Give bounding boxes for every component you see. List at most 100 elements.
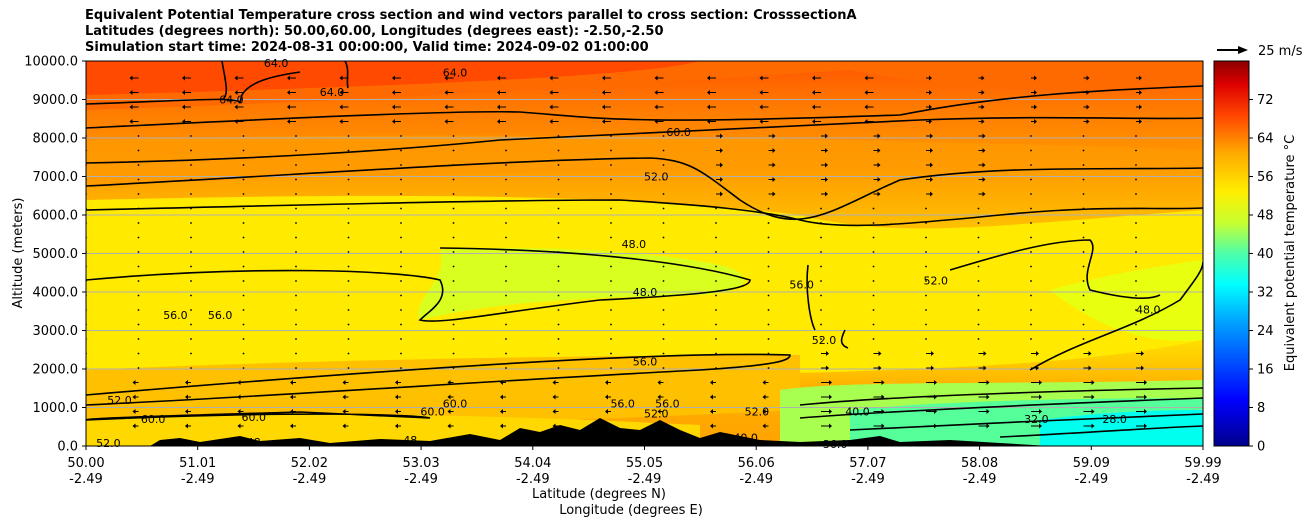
wind-vector-dot [242, 294, 245, 297]
wind-vector-dot [820, 265, 822, 268]
wind-vector-dot [872, 251, 875, 253]
wind-vector-head [986, 394, 990, 400]
wind-vector-head [930, 177, 933, 182]
wind-vector-dot [767, 207, 770, 210]
wind-vector-dot [190, 280, 192, 282]
wind-vector-head [395, 380, 398, 385]
wind-vector-dot [767, 367, 770, 369]
wind-vector-dot [977, 251, 980, 253]
wind-vector-head [981, 75, 985, 81]
wind-vector-dot [820, 338, 822, 340]
wind-vector-head [1039, 409, 1042, 414]
wind-vector-head [759, 75, 763, 81]
wind-vector-dot [662, 135, 665, 137]
wind-vector-dot [452, 193, 455, 195]
wind-vector-dot [190, 135, 192, 137]
wind-vector-head [762, 409, 766, 414]
wind-vector-dot [715, 323, 717, 326]
wind-vector-head [710, 409, 713, 414]
wind-vector-head [1091, 380, 1095, 385]
wind-vector-dot [452, 251, 455, 253]
wind-vector-dot [295, 323, 297, 326]
wind-vector-dot [872, 236, 875, 239]
wind-vector-head [444, 104, 448, 110]
wind-vector-dot [872, 294, 875, 297]
wind-vector-head [80, 409, 83, 414]
y-tick-label: 10000.0 [24, 55, 78, 70]
wind-vector-head [762, 394, 766, 400]
wind-vector-head [77, 119, 80, 124]
wind-vector-head [342, 423, 346, 429]
wind-vector-dot [767, 222, 770, 224]
wind-vector-dot [1082, 323, 1085, 326]
wind-vector-dot [715, 280, 717, 282]
wind-vector-head [392, 90, 395, 95]
wind-vector-head [447, 394, 451, 400]
wind-vector-head [931, 351, 934, 356]
wind-vector-dot [925, 309, 927, 311]
wind-vector-head [80, 424, 83, 429]
wind-vector-dot [715, 222, 717, 224]
y-axis-label: Altitude (meters) [11, 198, 26, 309]
wind-vector-head [342, 394, 346, 400]
wind-vector-dot [610, 149, 612, 152]
wind-vector-dot [610, 338, 612, 340]
contour-label: 60.0 [420, 405, 445, 418]
wind-vector-dot [400, 367, 402, 369]
wind-vector-head [825, 133, 828, 139]
wind-vector-head [185, 409, 188, 414]
wind-vectors [77, 75, 1147, 429]
wind-vector-dot [190, 338, 192, 340]
wind-vector-head [657, 409, 661, 414]
wind-vector-head [657, 394, 661, 400]
wind-vector-head [549, 90, 553, 95]
wind-vector-head [710, 394, 713, 400]
wind-vector-dot [347, 280, 350, 282]
wind-vector-head [549, 104, 553, 110]
wind-vector-head [1091, 409, 1095, 414]
wind-vector-head [1144, 380, 1147, 385]
wind-vector-dot [505, 164, 507, 166]
wind-vector-head [444, 75, 448, 81]
wind-vector-head [877, 133, 881, 139]
wind-vector-head [392, 104, 395, 110]
wind-vector-dot [977, 323, 980, 326]
wind-vector-head [762, 423, 766, 429]
wind-vector-dot [610, 251, 612, 253]
colorbar-tick-label: 0 [1257, 440, 1265, 455]
wind-vector-dot [767, 294, 770, 297]
wind-vector-head [447, 423, 451, 429]
wind-vector-dot [557, 323, 560, 326]
wind-vector-dot [400, 135, 402, 137]
wind-vector-head [710, 380, 713, 385]
wind-vector-dot [1135, 193, 1137, 195]
wind-vector-head [1139, 119, 1142, 124]
wind-vector-head [877, 162, 881, 168]
wind-vector-head [237, 423, 241, 429]
wind-vector-dot [505, 251, 507, 253]
wind-vector-head [1036, 351, 1039, 356]
wind-vector-head [395, 409, 398, 414]
wind-vector-dot [662, 207, 665, 210]
wind-vector-head [602, 90, 605, 95]
wind-vector-dot [400, 164, 402, 166]
wind-vector-head [762, 380, 766, 385]
wind-vector-dot [1082, 265, 1085, 268]
x-tick-label-lat: 54.04 [514, 456, 551, 471]
wind-vector-dot [820, 251, 822, 253]
wind-vector-head [552, 394, 556, 400]
wind-vector-head [287, 90, 290, 95]
wind-vector-dot [347, 178, 350, 181]
wind-vector-head [707, 104, 710, 110]
wind-vector-head [182, 90, 185, 95]
contour-label: 48 [403, 434, 417, 447]
wind-vector-dot [242, 265, 245, 268]
wind-vector-dot [557, 294, 560, 297]
wind-vector-dot [137, 222, 140, 224]
wind-vector-head [132, 423, 136, 429]
wind-vector-dot [1082, 149, 1085, 152]
colorbar-tick-label: 56 [1257, 170, 1274, 185]
wind-vector-dot [1135, 178, 1137, 181]
contour-label: 56.0 [633, 355, 658, 368]
x-tick-label-lat: 51.01 [179, 456, 216, 471]
